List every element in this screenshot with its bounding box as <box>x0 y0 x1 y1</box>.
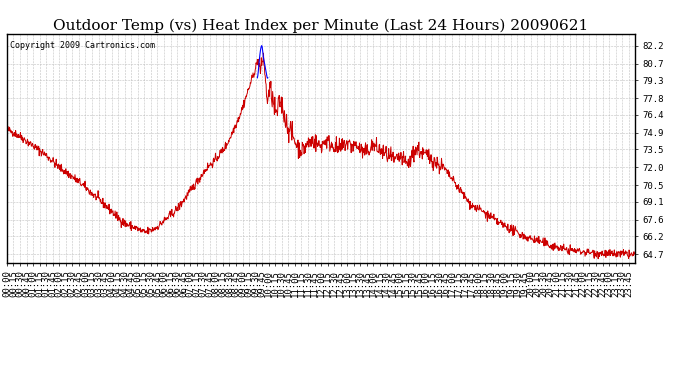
Text: Copyright 2009 Cartronics.com: Copyright 2009 Cartronics.com <box>10 40 155 50</box>
Title: Outdoor Temp (vs) Heat Index per Minute (Last 24 Hours) 20090621: Outdoor Temp (vs) Heat Index per Minute … <box>53 18 589 33</box>
